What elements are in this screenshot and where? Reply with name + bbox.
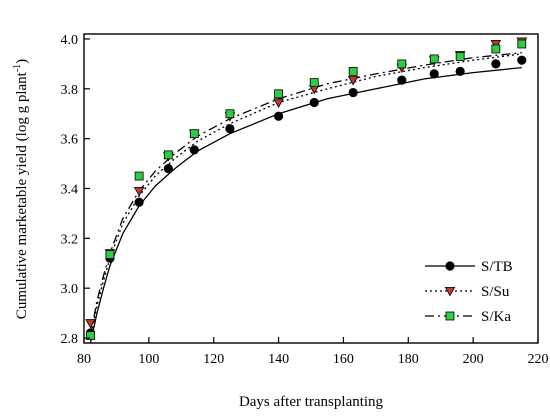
y-axis-title-main: Cumulative marketable yield (log g plant: [14, 71, 30, 319]
x-tick-label: 180: [398, 352, 419, 367]
data-point-series-3: [86, 331, 95, 340]
fit-line-series-2: [89, 53, 522, 339]
data-point-series-3: [397, 59, 407, 69]
y-axis-title-superscript: -1: [12, 64, 23, 72]
y-tick-label: 3.0: [61, 282, 79, 297]
legend-label-series-3: S/Ka: [481, 309, 511, 325]
data-point-series-1: [517, 55, 527, 65]
legend-label-series-1: S/TB: [481, 259, 513, 275]
y-axis-ticks: 2.8 3.0 3.2 3.4 3.6 3.8 4.0: [61, 33, 90, 347]
x-tick-label: 200: [463, 352, 484, 367]
x-axis-title: Days after transplanting: [239, 394, 384, 410]
y-tick-label: 3.2: [61, 232, 79, 247]
data-point-series-1: [455, 66, 465, 76]
x-tick-label: 80: [77, 352, 91, 367]
fit-line-series-1: [89, 66, 522, 344]
data-point-series-2: [133, 186, 145, 197]
fit-curves: [89, 52, 522, 344]
data-point-series-3: [134, 171, 144, 181]
data-point-series-3: [225, 109, 235, 119]
data-point-series-1: [273, 111, 284, 121]
y-tick-label: 2.8: [61, 332, 79, 347]
data-point-series-3: [105, 250, 115, 259]
data-markers: [85, 37, 528, 340]
data-point-series-2: [347, 76, 359, 86]
x-tick-label: 220: [528, 352, 549, 367]
legend-marker-series-1: [445, 261, 455, 271]
data-point-series-3: [274, 89, 283, 99]
legend-label-series-2: S/Su: [481, 284, 510, 300]
x-tick-label: 120: [203, 352, 224, 367]
data-point-series-1: [163, 163, 173, 174]
legend-marker-series-3: [445, 311, 455, 321]
data-point-series-3: [455, 52, 465, 61]
y-tick-label: 3.8: [61, 83, 79, 98]
x-tick-label: 140: [268, 352, 289, 367]
y-axis-title-close: ): [14, 59, 30, 64]
data-point-series-1: [134, 197, 144, 207]
data-point-series-2: [490, 39, 502, 50]
y-axis-title: Cumulative marketable yield (log g plant…: [12, 59, 30, 319]
data-point-series-1: [491, 59, 501, 69]
data-point-series-2: [273, 98, 284, 108]
data-point-series-1: [309, 97, 319, 108]
y-tick-label: 3.4: [61, 183, 79, 198]
y-tick-label: 3.6: [61, 133, 79, 148]
data-point-series-3: [429, 54, 439, 64]
data-point-series-2: [85, 319, 96, 329]
data-point-series-1: [189, 145, 199, 155]
y-tick-label: 4.0: [61, 33, 79, 48]
data-point-series-1: [429, 69, 439, 79]
data-point-series-1: [348, 87, 358, 98]
data-point-series-3: [189, 129, 199, 139]
data-point-series-3: [491, 44, 501, 54]
x-tick-label: 160: [333, 352, 354, 367]
data-point-series-1: [397, 75, 407, 85]
data-point-series-3: [309, 78, 319, 87]
legend-marker-series-2: [444, 286, 456, 297]
x-axis-ticks: 80 100 120 140 160 180 200 220: [77, 337, 549, 367]
legend: S/TB S/Su S/Ka: [425, 259, 513, 325]
x-tick-label: 100: [138, 352, 159, 367]
data-point-series-1: [225, 124, 235, 134]
data-point-series-3: [517, 39, 527, 49]
data-point-series-3: [163, 150, 173, 160]
data-point-series-3: [348, 66, 358, 76]
